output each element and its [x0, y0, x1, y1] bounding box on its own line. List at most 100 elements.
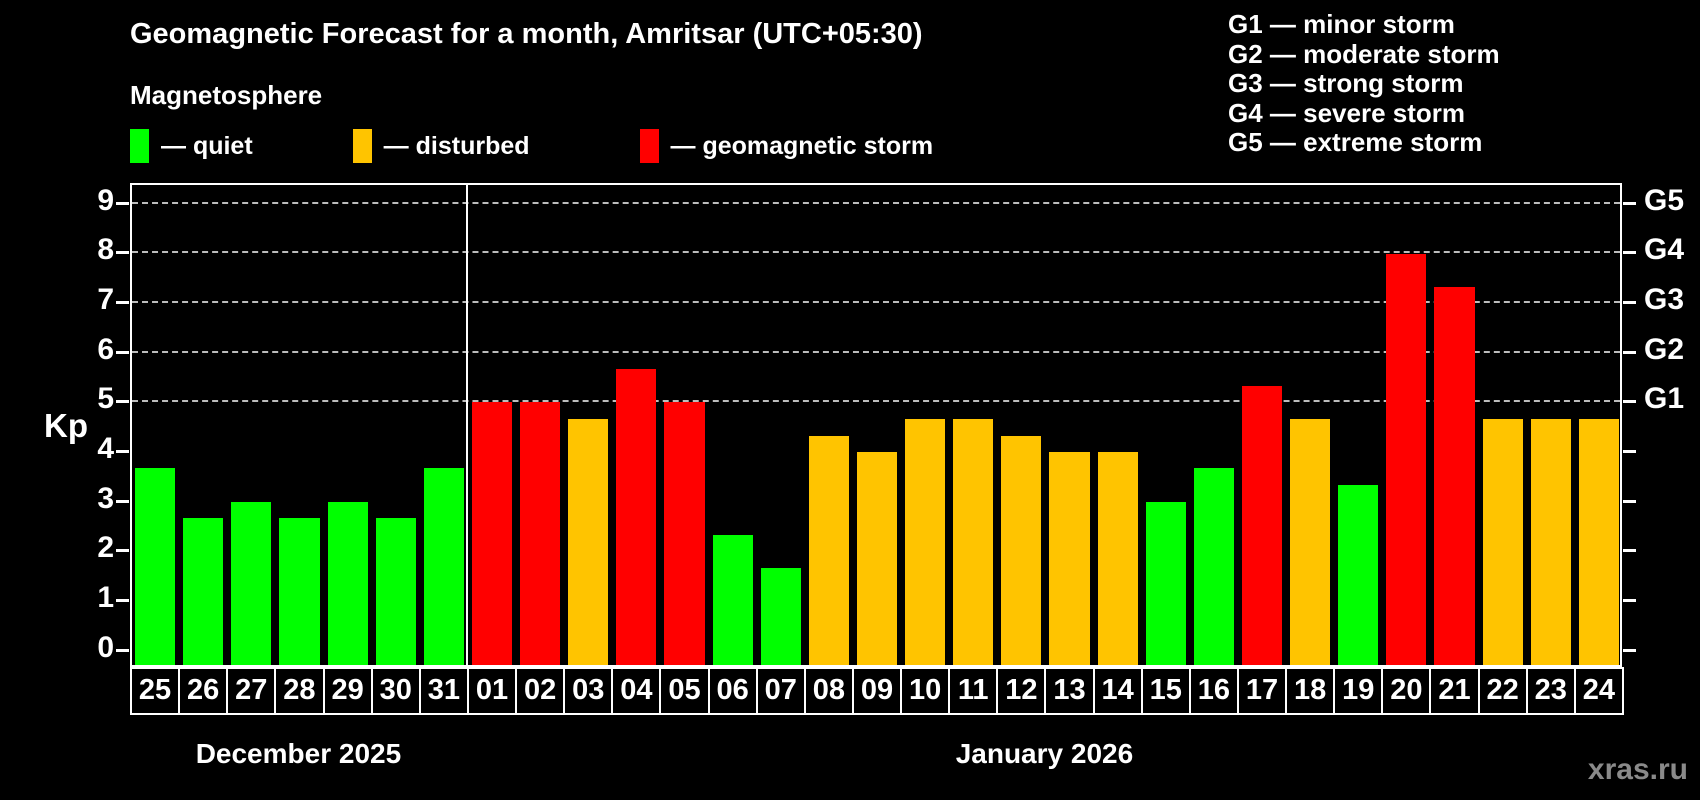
- quiet-color-swatch: [130, 129, 149, 163]
- g2-legend-line: G2 — moderate storm: [1228, 38, 1500, 69]
- gridline-kp6: [132, 350, 1620, 353]
- x-axis-day-cell-04: 04: [611, 667, 662, 715]
- x-axis-day-cell-31: 31: [418, 667, 469, 715]
- y-axis-label-0: 0: [97, 630, 114, 664]
- kp-bar-day-19: [1338, 485, 1379, 665]
- g1-legend-line: G1 — minor storm: [1228, 9, 1455, 39]
- g-scale-legend: G1 — minor storm G2 — moderate storm G3 …: [1228, 9, 1500, 158]
- right-axis-label-g1: G1: [1644, 382, 1685, 416]
- y-axis-tick-3: [116, 499, 129, 503]
- y-axis-tick-0: [116, 648, 129, 652]
- month-label-december: December 2025: [195, 738, 402, 769]
- y-axis-label-7: 7: [97, 283, 114, 317]
- right-axis-tick-9: [1623, 201, 1636, 205]
- x-axis-day-cell-25: 25: [130, 667, 181, 715]
- x-axis-day-cell-13: 13: [1044, 667, 1095, 715]
- x-axis-day-cell-11: 11: [948, 667, 999, 715]
- right-axis-label-g5: G5: [1644, 183, 1685, 217]
- x-axis-day-cell-05: 05: [659, 667, 710, 715]
- gridline-kp7: [132, 301, 1620, 304]
- legend-item-disturbed: — disturbed: [352, 129, 530, 163]
- kp-bar-day-30: [375, 518, 416, 665]
- x-axis-day-cell-03: 03: [563, 667, 614, 715]
- y-axis-tick-2: [116, 549, 129, 553]
- x-axis-day-cell-24: 24: [1573, 667, 1624, 715]
- y-axis-tick-5: [116, 400, 129, 404]
- x-axis-day-cell-12: 12: [996, 667, 1047, 715]
- x-axis-day-cell-10: 10: [900, 667, 951, 715]
- kp-bar-day-15: [1145, 501, 1186, 665]
- kp-bar-day-08: [808, 435, 849, 665]
- right-axis-tick-1: [1623, 598, 1636, 602]
- disturbed-color-swatch: [352, 129, 372, 163]
- chart-title: Geomagnetic Forecast for a month, Amrits…: [130, 18, 923, 50]
- kp-bar-day-24: [1578, 418, 1619, 665]
- kp-bar-day-17: [1241, 386, 1283, 665]
- chart-subtitle: Magnetosphere: [130, 80, 323, 110]
- x-axis-day-cell-08: 08: [803, 667, 854, 715]
- plot-area: [130, 183, 1622, 667]
- right-axis-tick-4: [1623, 450, 1636, 454]
- x-axis-day-cell-20: 20: [1381, 667, 1432, 715]
- x-axis-day-cell-27: 27: [226, 667, 277, 715]
- watermark-xras: xras.ru: [1587, 753, 1688, 786]
- y-axis-label-9: 9: [97, 183, 114, 217]
- kp-bar-day-22: [1482, 418, 1523, 665]
- right-axis-tick-6: [1623, 350, 1636, 354]
- x-axis-day-cell-19: 19: [1333, 667, 1384, 715]
- x-axis-day-cell-14: 14: [1092, 667, 1143, 715]
- y-axis-label-8: 8: [97, 233, 114, 267]
- kp-bar-day-13: [1049, 452, 1090, 665]
- x-axis-day-cell-26: 26: [178, 667, 229, 715]
- kp-bar-day-05: [664, 402, 705, 665]
- kp-bar-day-31: [423, 468, 464, 665]
- y-axis-label-3: 3: [97, 481, 114, 515]
- x-axis-day-cell-22: 22: [1477, 667, 1528, 715]
- g5-legend-line: G5 — extreme storm: [1228, 127, 1483, 157]
- right-axis-tick-2: [1623, 549, 1636, 553]
- kp-bar-day-20: [1386, 253, 1427, 665]
- kp-bar-day-29: [327, 501, 368, 665]
- g4-legend-line: G4 — severe storm: [1228, 97, 1466, 128]
- x-axis-day-cell-01: 01: [466, 667, 518, 715]
- storm-legend-label: — geomagnetic storm: [670, 131, 934, 160]
- right-axis-label-g2: G2: [1644, 332, 1685, 366]
- kp-bar-day-01: [471, 402, 513, 665]
- right-axis-label-g4: G4: [1644, 233, 1685, 267]
- right-axis-tick-5: [1623, 400, 1636, 404]
- y-axis-tick-9: [116, 201, 129, 205]
- kp-bar-day-03: [568, 418, 609, 665]
- kp-bar-day-21: [1434, 286, 1475, 665]
- kp-bar-day-09: [856, 452, 898, 665]
- g3-legend-line: G3 — strong storm: [1228, 68, 1464, 98]
- right-axis-tick-0: [1623, 648, 1636, 652]
- x-axis-day-cell-29: 29: [322, 667, 373, 715]
- y-axis-label-1: 1: [97, 580, 114, 614]
- status-legend: — quiet — disturbed — geomagnetic storm: [130, 126, 933, 166]
- kp-bar-day-11: [953, 418, 994, 665]
- gridline-kp8: [132, 251, 1620, 254]
- kp-bar-day-23: [1530, 418, 1571, 665]
- kp-bar-day-12: [1001, 435, 1042, 665]
- legend-item-storm: — geomagnetic storm: [639, 129, 934, 163]
- kp-bar-day-06: [712, 534, 753, 665]
- kp-bar-day-07: [760, 567, 801, 665]
- x-axis-day-cell-18: 18: [1285, 667, 1336, 715]
- right-axis-tick-3: [1623, 499, 1636, 503]
- y-axis-tick-4: [116, 450, 129, 454]
- x-axis-day-cell-07: 07: [755, 667, 806, 715]
- right-axis-tick-7: [1623, 301, 1636, 305]
- kp-bar-day-25: [135, 468, 176, 665]
- gridline-kp5: [132, 400, 1620, 403]
- x-axis-day-cell-30: 30: [370, 667, 421, 715]
- kp-bar-day-04: [616, 369, 657, 665]
- storm-color-swatch: [639, 129, 659, 163]
- y-axis-tick-1: [116, 598, 129, 602]
- y-axis-label-6: 6: [97, 332, 114, 366]
- x-axis-day-cell-09: 09: [851, 667, 903, 715]
- kp-bar-day-16: [1193, 468, 1234, 665]
- kp-bar-day-02: [520, 402, 561, 665]
- y-axis-title: Kp: [44, 407, 88, 444]
- y-axis-tick-7: [116, 301, 129, 305]
